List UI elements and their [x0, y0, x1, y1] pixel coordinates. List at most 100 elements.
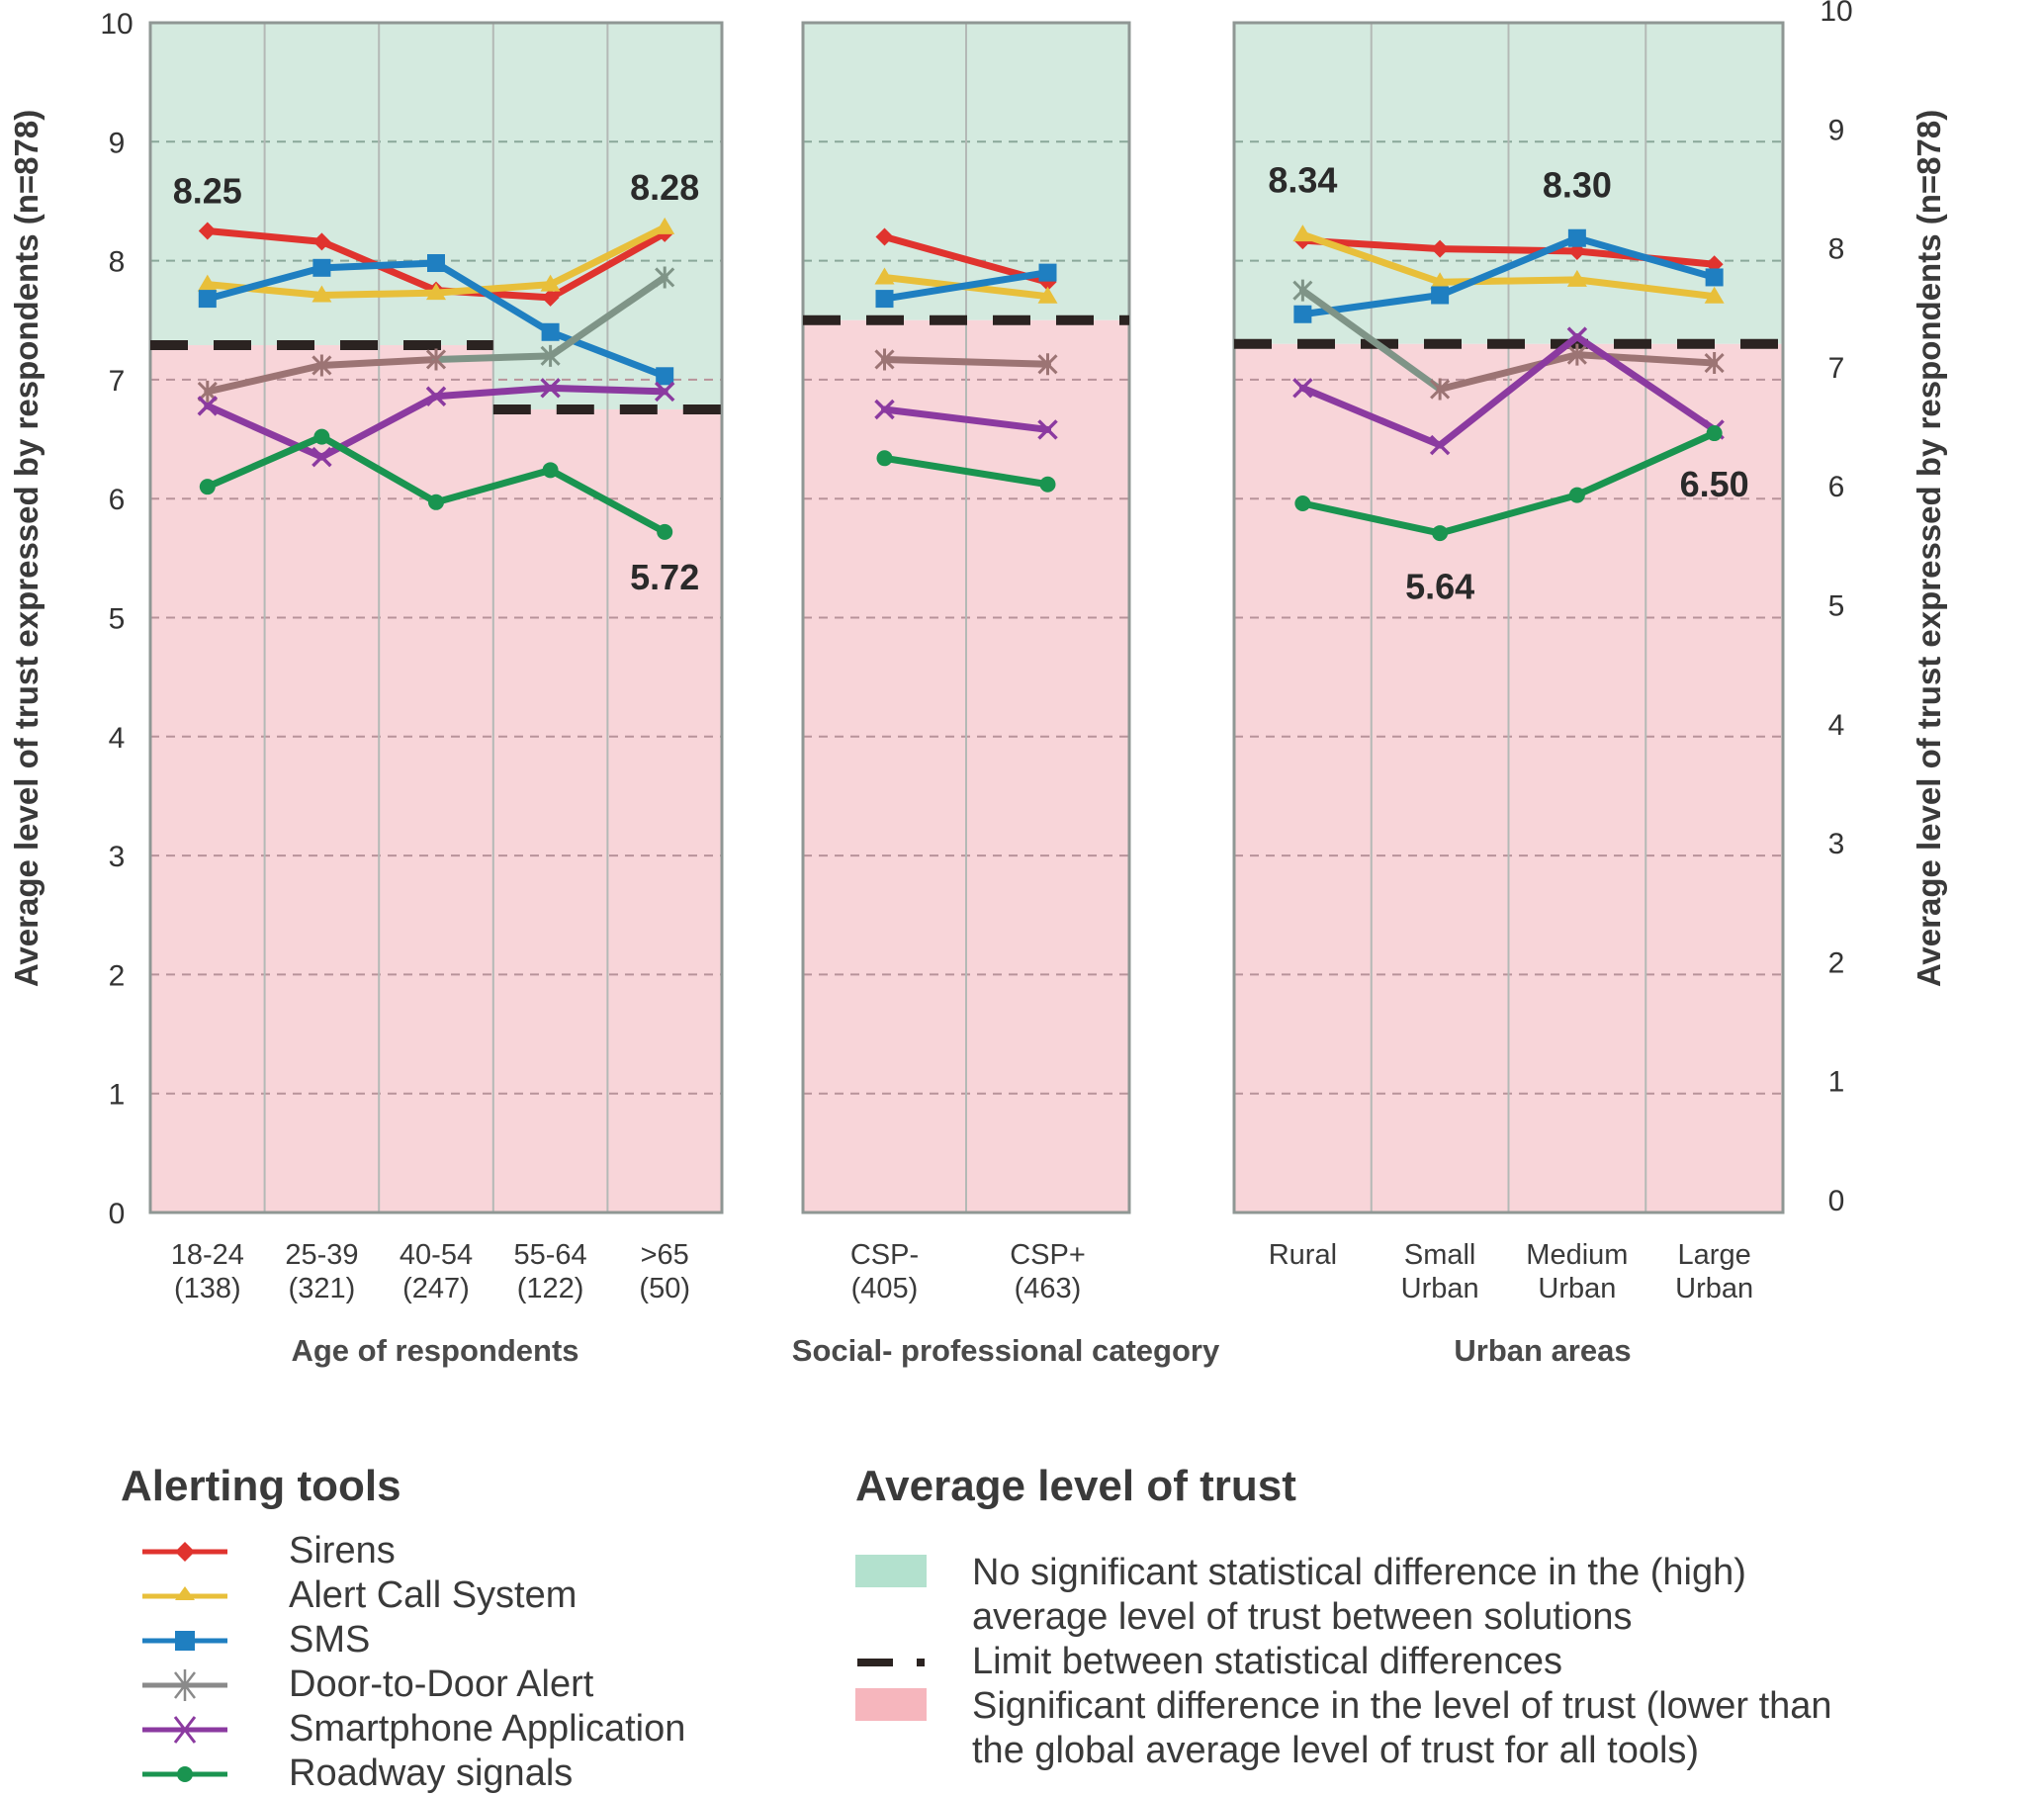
series-door-to-door-alert [874, 348, 1058, 376]
low-trust-region [379, 345, 493, 1212]
y-tick-left: 3 [109, 841, 126, 873]
low-trust-region [264, 345, 380, 1212]
series-segment-roadway-signals [547, 466, 668, 536]
data-point-door-to-door-alert [1430, 378, 1451, 401]
legend-label: SMS [289, 1619, 371, 1661]
data-point-roadway-signals [1706, 425, 1723, 442]
low-trust-region [607, 408, 722, 1213]
asterisk-icon [174, 1668, 196, 1701]
series-alert-call-system [197, 217, 675, 303]
asterisk-marker-icon [142, 1668, 227, 1701]
legend-text-line: average level of trust between solutions [972, 1596, 1633, 1638]
data-point-roadway-signals [542, 462, 559, 479]
y-tick-right: 0 [1828, 1185, 1845, 1217]
series-segment-smartphone-application [547, 384, 668, 396]
low-trust-region [966, 319, 1129, 1212]
dash-line-icon [855, 1640, 927, 1684]
data-point-door-to-door-alert [874, 348, 895, 371]
x-tick-label: (122) [517, 1273, 584, 1304]
series-segment-sms [432, 259, 555, 336]
y-tick-right: 7 [1828, 352, 1845, 385]
value-annotation: 5.72 [630, 557, 699, 597]
legend-item: Sirens [140, 1529, 685, 1573]
green-box-swatch-icon [855, 1555, 927, 1587]
data-point-alert-call-system [655, 217, 675, 234]
data-point-roadway-signals [428, 494, 444, 510]
x-tick-label: Urban [1538, 1273, 1616, 1304]
panel-frame [1232, 21, 1785, 1214]
y-tick-right: 2 [1828, 946, 1845, 979]
legend-item-pink-box: Significant difference in the level of t… [855, 1684, 1832, 1773]
data-point-door-to-door-alert [1037, 353, 1058, 376]
series-segment-door-to-door-alert [432, 352, 555, 363]
series-segment-door-to-door-alert [1436, 351, 1581, 394]
y-tick-left: 5 [109, 603, 126, 636]
x-tick-label: 18-24 [171, 1239, 244, 1271]
y-tick-left: 7 [109, 365, 126, 398]
square-icon [175, 1630, 195, 1651]
legend-item: Alert Call System [140, 1573, 685, 1618]
x-tick-label: 40-54 [400, 1239, 473, 1271]
data-point-roadway-signals [1568, 487, 1585, 503]
x-icon [173, 1715, 197, 1744]
circle-icon [177, 1765, 193, 1782]
y-tick-left: 8 [109, 246, 126, 279]
data-point-smartphone-application [1037, 419, 1058, 440]
series-segment-roadway-signals [1573, 429, 1719, 499]
y-tick-left: 9 [109, 127, 126, 159]
triangle-marker-icon [142, 1585, 227, 1600]
series-segment-roadway-signals [432, 466, 555, 506]
series-segment-roadway-signals [1436, 492, 1581, 537]
value-annotation: 8.25 [173, 171, 242, 212]
series-segment-alert-call-system [432, 281, 555, 297]
panel-1: 8.25 8.28 5.72 18-24(138) 25-39(321) 40-54(24… [148, 21, 724, 1368]
high-trust-region [1508, 23, 1646, 344]
data-point-roadway-signals [657, 523, 673, 540]
legend-item: SMS [140, 1618, 685, 1662]
legend-text-line: No significant statistical difference in… [972, 1552, 1746, 1593]
legend-average-trust: Average level of trust No significant st… [855, 1462, 1832, 1773]
legend-alerting-tools: Alerting tools Sirens Alert Call System SM… [121, 1462, 685, 1796]
x-tick-label: CSP- [850, 1239, 919, 1271]
y-tick-left: 6 [109, 484, 126, 516]
legend-item: Roadway signals [140, 1751, 685, 1796]
y-axis-title-right: Average level of trust expressed by resp… [1911, 110, 1947, 987]
low-trust-region [1371, 343, 1509, 1212]
series-segment-smartphone-application [1298, 384, 1444, 449]
x-tick-label: Rural [1269, 1239, 1337, 1271]
panel-frame [148, 21, 724, 1214]
data-point-alert-call-system [540, 274, 561, 292]
x-tick-label: Medium [1526, 1239, 1628, 1271]
data-point-smartphone-application [1292, 378, 1313, 399]
data-point-sms [1038, 263, 1057, 282]
series-segment-sms [317, 259, 440, 272]
value-annotation: 6.50 [1680, 464, 1749, 504]
series-segment-roadway-signals [1298, 499, 1444, 537]
data-point-smartphone-application [874, 399, 895, 420]
legend-item-green-box: No significant statistical difference in… [855, 1551, 1832, 1640]
x-tick-label: 25-39 [285, 1239, 358, 1271]
series-segment-alert-call-system [317, 289, 440, 299]
legend-label: Smartphone Application [289, 1708, 686, 1750]
series-segment-roadway-signals [881, 454, 1051, 489]
y-tick-right: 3 [1828, 828, 1845, 860]
trust-chart: 0 0 1 1 2 2 3 3 4 4 5 5 6 6 7 7 8 8 9 9 10 10 Average level of… [8, 0, 1947, 1368]
data-point-alert-call-system [311, 285, 332, 303]
series-segment-alert-call-system [1298, 230, 1444, 286]
legend-trust-title: Average level of trust [855, 1462, 1296, 1510]
series-roadway-signals [1294, 425, 1723, 542]
x-tick-label: (463) [1015, 1273, 1082, 1304]
y-tick-left: 0 [109, 1198, 126, 1230]
series-segment-sirens [547, 229, 668, 302]
data-point-door-to-door-alert [540, 344, 561, 367]
x-tick-label: (247) [402, 1273, 470, 1304]
legend-text-line: Limit between statistical differences [972, 1641, 1563, 1682]
y-tick-left: 1 [109, 1079, 126, 1112]
data-point-door-to-door-alert [655, 266, 675, 289]
value-annotation: 5.64 [1405, 567, 1474, 607]
y-tick-right: 9 [1828, 114, 1845, 146]
series-segment-roadway-signals [204, 433, 325, 491]
series-segment-sms [1436, 234, 1581, 299]
data-point-alert-call-system [426, 283, 446, 301]
data-point-smartphone-application [540, 378, 561, 399]
